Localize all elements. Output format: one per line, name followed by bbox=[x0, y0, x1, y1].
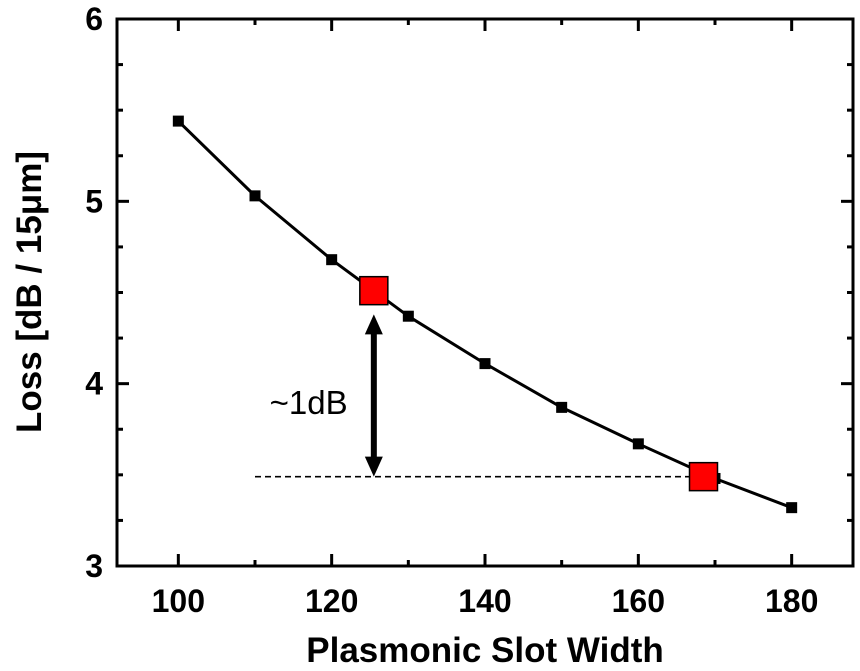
axis-ticks bbox=[117, 17, 853, 568]
x-tick-label: 140 bbox=[458, 583, 511, 619]
data-point-marker bbox=[172, 115, 184, 127]
y-tick-label: 3 bbox=[85, 548, 103, 584]
highlighted-point bbox=[359, 275, 389, 306]
data-point-marker bbox=[326, 254, 338, 266]
data-point-marker bbox=[632, 438, 644, 450]
y-tick-label: 6 bbox=[85, 1, 103, 37]
data-point-marker bbox=[786, 502, 798, 514]
data-point-marker bbox=[556, 401, 568, 413]
data-point-marker bbox=[479, 358, 491, 370]
highlighted-point bbox=[688, 461, 719, 492]
data-point-marker bbox=[249, 190, 261, 202]
data-point-marker bbox=[402, 310, 414, 322]
annotation-group: ~1dB bbox=[270, 314, 383, 477]
x-tick-label: 120 bbox=[305, 583, 358, 619]
annotation-arrow-head-down bbox=[364, 456, 383, 477]
highlighted-points-group bbox=[359, 275, 719, 492]
y-tick-label: 4 bbox=[85, 366, 103, 402]
x-tick-label: 160 bbox=[612, 583, 665, 619]
annotation-label: ~1dB bbox=[270, 384, 348, 421]
plot-frame bbox=[115, 17, 855, 568]
x-axis-title: Plasmonic Slot Width bbox=[306, 631, 664, 670]
y-tick-label: 5 bbox=[85, 183, 103, 219]
y-axis-title: Loss [dB / 15μm] bbox=[10, 151, 49, 433]
x-tick-label: 180 bbox=[765, 583, 818, 619]
annotation-arrow-head-up bbox=[364, 314, 383, 335]
y-tick-labels: 3 4 5 6 bbox=[85, 1, 103, 584]
x-tick-label: 100 bbox=[152, 583, 205, 619]
x-tick-labels: 100 120 140 160 180 bbox=[152, 583, 819, 619]
